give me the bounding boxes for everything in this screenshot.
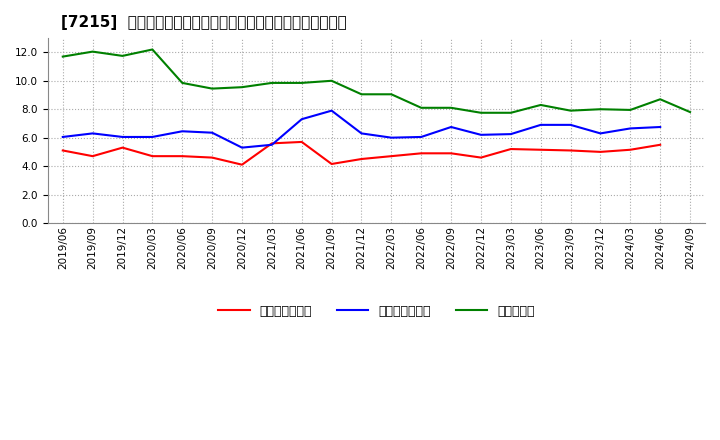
売上債権回転率	[328, 161, 336, 167]
在庫回転率	[656, 97, 665, 102]
買入債務回転率	[208, 130, 217, 136]
買入債務回転率	[566, 122, 575, 128]
買入債務回転率	[656, 125, 665, 130]
在庫回転率	[447, 105, 456, 110]
売上債権回転率	[297, 139, 306, 145]
在庫回転率	[477, 110, 485, 115]
売上債権回転率	[357, 156, 366, 161]
在庫回転率	[118, 53, 127, 59]
買入債務回転率	[536, 122, 545, 128]
売上債権回転率	[507, 147, 516, 152]
売上債権回転率	[656, 142, 665, 147]
買入債務回転率	[626, 126, 634, 131]
買入債務回転率	[596, 131, 605, 136]
売上債権回転率	[626, 147, 634, 152]
売上債権回転率	[417, 150, 426, 156]
買入債務回転率	[477, 132, 485, 137]
買入債務回転率	[178, 128, 186, 134]
Line: 売上債権回転率: 売上債権回転率	[63, 142, 660, 165]
在庫回転率	[89, 49, 97, 54]
買入債務回転率	[387, 135, 396, 140]
Legend: 売上債権回転率, 買入債務回転率, 在庫回転率: 売上債権回転率, 買入債務回転率, 在庫回転率	[213, 300, 539, 323]
在庫回転率	[357, 92, 366, 97]
売上債権回転率	[536, 147, 545, 152]
買入債務回転率	[238, 145, 246, 150]
売上債権回転率	[148, 154, 157, 159]
買入債務回転率	[507, 132, 516, 137]
売上債権回転率	[178, 154, 186, 159]
買入債務回転率	[148, 134, 157, 139]
売上債権回転率	[566, 148, 575, 153]
在庫回転率	[297, 80, 306, 85]
買入債務回転率	[89, 131, 97, 136]
在庫回転率	[566, 108, 575, 113]
買入債務回転率	[357, 131, 366, 136]
在庫回転率	[208, 86, 217, 91]
在庫回転率	[596, 106, 605, 112]
売上債権回転率	[596, 149, 605, 154]
在庫回転率	[268, 80, 276, 85]
売上債権回転率	[387, 154, 396, 159]
買入債務回転率	[417, 134, 426, 139]
在庫回転率	[507, 110, 516, 115]
買入債務回転率	[58, 134, 67, 139]
在庫回転率	[238, 84, 246, 90]
売上債権回転率	[118, 145, 127, 150]
買入債務回転率	[297, 117, 306, 122]
在庫回転率	[328, 78, 336, 84]
売上債権回転率	[447, 150, 456, 156]
売上債権回転率	[58, 148, 67, 153]
売上債権回転率	[208, 155, 217, 160]
売上債権回転率	[268, 141, 276, 146]
在庫回転率	[58, 54, 67, 59]
在庫回転率	[387, 92, 396, 97]
売上債権回転率	[238, 162, 246, 167]
在庫回転率	[536, 103, 545, 108]
在庫回転率	[178, 80, 186, 85]
買入債務回転率	[268, 142, 276, 147]
在庫回転率	[148, 47, 157, 52]
買入債務回転率	[447, 125, 456, 130]
Text: [7215]  売上債権回転率、買入債務回転率、在庫回転率の推移: [7215] 売上債権回転率、買入債務回転率、在庫回転率の推移	[61, 15, 347, 30]
買入債務回転率	[118, 134, 127, 139]
Line: 買入債務回転率: 買入債務回転率	[63, 110, 660, 148]
在庫回転率	[626, 107, 634, 113]
売上債権回転率	[89, 154, 97, 159]
売上債権回転率	[477, 155, 485, 160]
Line: 在庫回転率: 在庫回転率	[63, 49, 690, 113]
在庫回転率	[685, 110, 694, 115]
在庫回転率	[417, 105, 426, 110]
買入債務回転率	[328, 108, 336, 113]
